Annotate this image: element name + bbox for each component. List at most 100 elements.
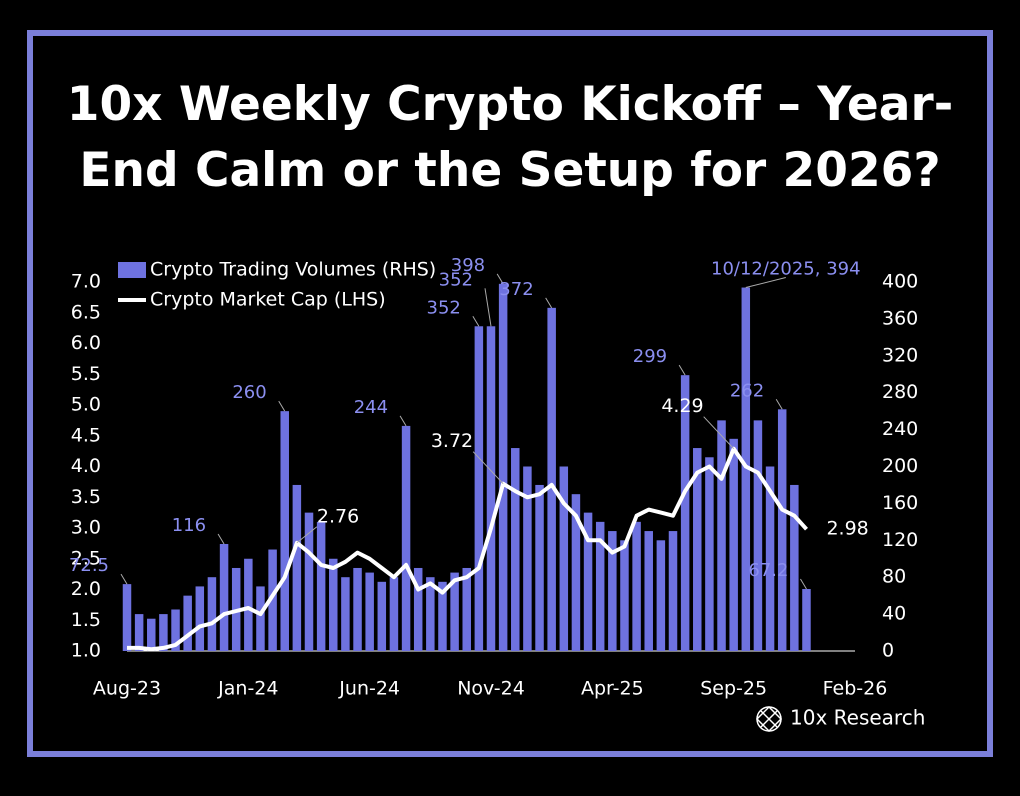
bar <box>122 584 132 651</box>
bar <box>256 586 265 651</box>
x-tick-label: Jan-24 <box>217 678 278 700</box>
y2-tick-label: 0 <box>882 640 894 662</box>
bar <box>595 521 605 651</box>
y-tick-label: 2.0 <box>71 578 101 600</box>
bar <box>268 549 277 651</box>
bar <box>341 577 350 651</box>
y2-tick-label: 160 <box>882 492 918 514</box>
value-label: 352 <box>439 269 473 290</box>
bar <box>304 512 314 651</box>
value-label: 260 <box>232 382 266 403</box>
bar <box>620 540 629 651</box>
bar <box>753 420 763 651</box>
bar <box>462 567 471 651</box>
x-tick-label: Aug-23 <box>93 678 161 700</box>
leader-line <box>472 451 504 485</box>
bar <box>147 618 156 651</box>
y2-tick-label: 360 <box>882 307 918 329</box>
bar <box>219 543 229 651</box>
value-label: 3.72 <box>431 430 473 452</box>
y-tick-label: 3.5 <box>71 486 101 508</box>
bar <box>523 466 532 651</box>
logo-icon <box>755 705 783 733</box>
y-tick-label: 5.0 <box>71 394 101 416</box>
bar <box>244 558 253 651</box>
bar <box>401 425 411 651</box>
value-label: 2.76 <box>317 505 359 527</box>
bar <box>802 589 811 651</box>
value-label: 299 <box>633 346 667 367</box>
y-tick-label: 6.0 <box>71 332 101 354</box>
bar <box>693 448 702 651</box>
value-label: 72.5 <box>69 555 109 576</box>
y-tick-label: 4.0 <box>71 455 101 477</box>
value-label: 10/12/2025, 394 <box>711 259 861 280</box>
y-tick-label: 5.5 <box>71 363 101 385</box>
bar <box>183 595 192 651</box>
bar <box>498 283 508 651</box>
leader-line <box>484 288 492 327</box>
bar <box>134 614 144 651</box>
leader-line <box>703 416 735 450</box>
bar <box>171 609 180 651</box>
bar <box>729 438 738 651</box>
value-label: 244 <box>354 397 388 418</box>
x-tick-label: Sep-25 <box>700 678 767 700</box>
bar <box>329 558 338 651</box>
y-tick-label: 6.5 <box>71 301 101 323</box>
bar <box>426 577 435 651</box>
y-tick-label: 2.5 <box>71 547 101 569</box>
bar <box>353 567 362 651</box>
bar <box>680 375 690 651</box>
x-tick-label: Feb-26 <box>823 678 888 700</box>
bar <box>668 531 678 651</box>
bar <box>656 540 666 651</box>
y-tick-label: 4.5 <box>71 424 101 446</box>
value-label: 4.29 <box>661 395 703 417</box>
bar <box>195 586 205 651</box>
y-tick-label: 1.0 <box>71 640 101 662</box>
leader-line <box>496 273 504 285</box>
value-label: 372 <box>499 279 533 300</box>
leader-line <box>120 573 128 585</box>
footer: 10x Research <box>790 706 925 730</box>
bar <box>280 411 289 651</box>
bar <box>571 494 581 651</box>
bar <box>644 531 653 651</box>
leader-line <box>296 526 318 544</box>
value-label: 352 <box>427 297 461 318</box>
bar <box>583 512 593 651</box>
leader-line <box>745 277 786 289</box>
bar <box>486 326 496 651</box>
x-tick-label: Jun-24 <box>338 678 400 700</box>
y2-tick-label: 80 <box>882 566 906 588</box>
legend-label: Crypto Trading Volumes (RHS) <box>150 259 436 281</box>
bar <box>765 466 775 651</box>
legend-label: Crypto Market Cap (LHS) <box>150 289 386 311</box>
bar <box>717 420 726 651</box>
value-label: 116 <box>172 515 206 536</box>
y2-tick-label: 40 <box>882 603 906 625</box>
bar <box>474 326 484 651</box>
leader-line <box>217 533 225 545</box>
bar <box>377 581 387 651</box>
x-tick-label: Nov-24 <box>457 678 525 700</box>
bar <box>389 577 399 651</box>
leader-line <box>278 400 286 412</box>
y2-tick-label: 200 <box>882 455 918 477</box>
bar <box>438 581 447 651</box>
y-tick-label: 7.0 <box>71 271 101 293</box>
bar <box>535 484 544 651</box>
line <box>127 446 808 652</box>
bar <box>511 448 520 651</box>
bar <box>741 287 751 651</box>
y2-tick-label: 320 <box>882 344 918 366</box>
bar <box>365 572 374 651</box>
y2-tick-label: 400 <box>882 271 918 293</box>
bar <box>777 409 787 651</box>
leader-line <box>399 415 407 427</box>
bar <box>547 307 556 651</box>
bar <box>159 614 168 651</box>
chart-title: 10x Weekly Crypto Kickoff – Year-End Cal… <box>66 77 954 198</box>
